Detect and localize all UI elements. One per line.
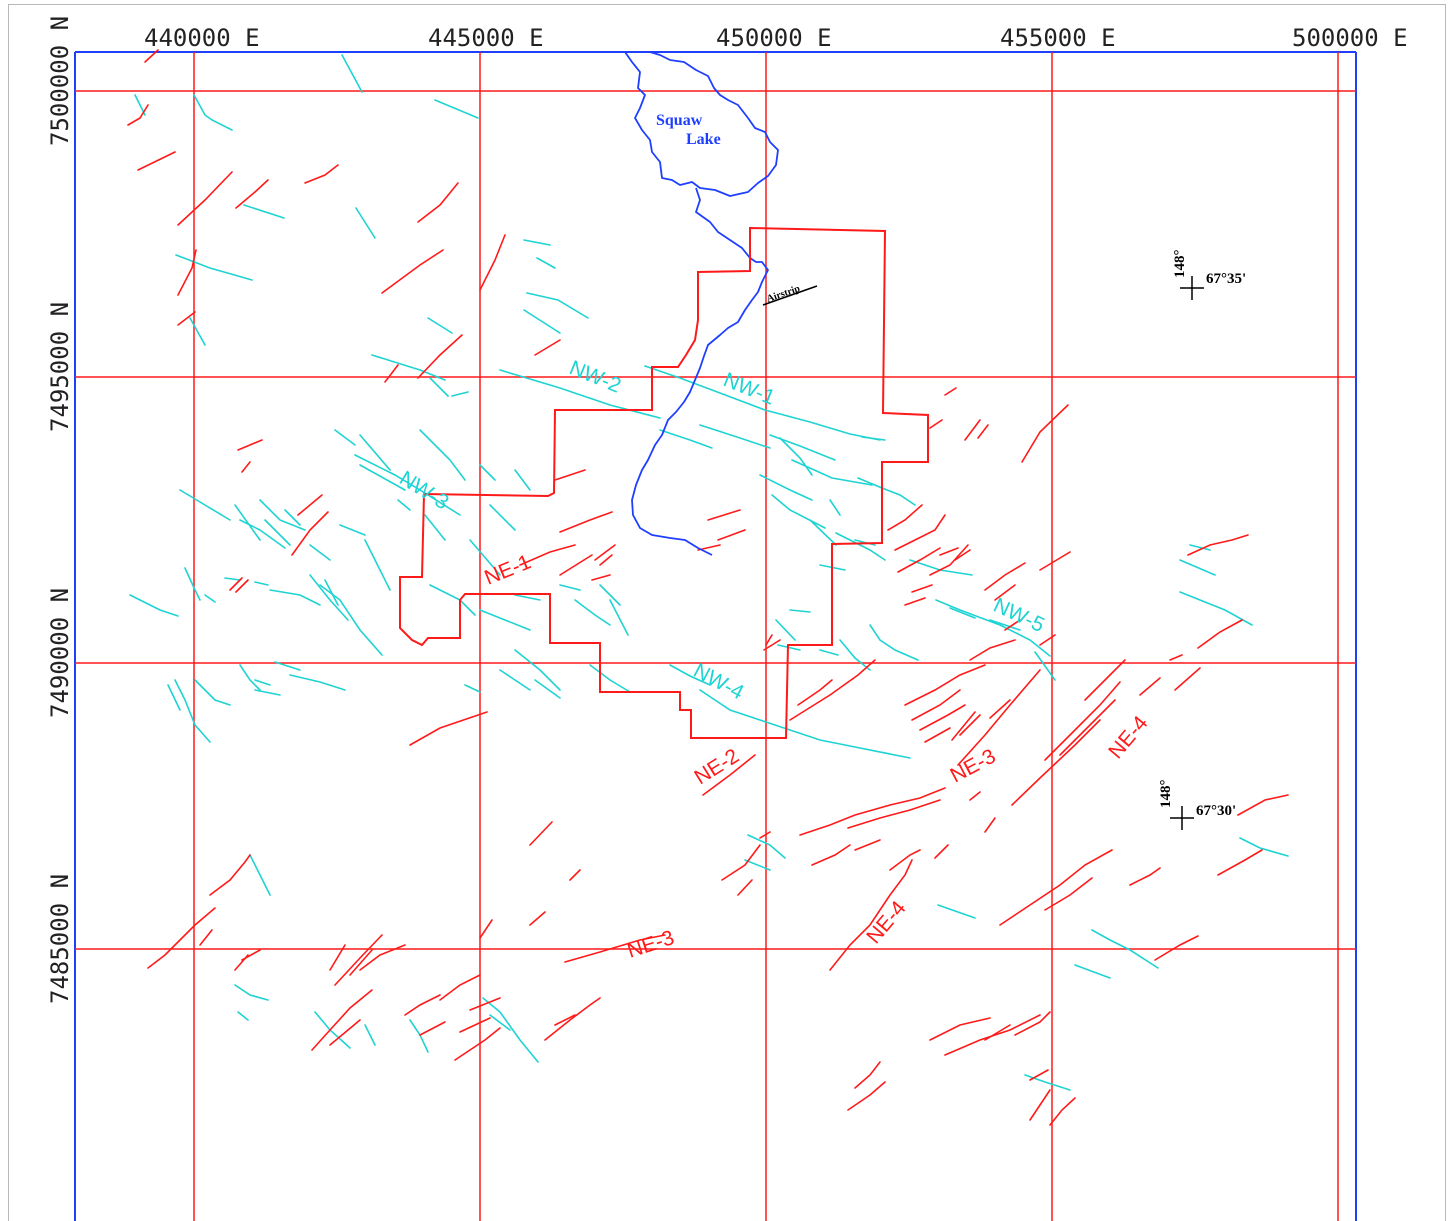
trend-label-nw2: NW-2 [566,356,624,397]
trend-label-ne3-north: NE-3 [947,745,1000,788]
easting-labels: 440000 E 445000 E 450000 E 455000 E 5000… [144,24,1408,52]
outlet-creek [631,187,769,556]
trend-label-nw4: NW-4 [690,659,748,704]
trend-label-nw5: NW-5 [990,594,1048,637]
graticule-latitude: 67°35' [1206,271,1246,287]
coordinate-grid [75,52,1356,1221]
trend-label-ne3-south: NE-3 [624,926,677,963]
trend-label-ne1: NE-1 [481,550,534,589]
page-border [8,4,1446,1221]
northing-label: 7485000 N [46,874,74,1004]
graticule-mark-67-30: 148° 67°30' [1158,780,1236,830]
airstrip-label: Airstrip [765,283,802,305]
easting-label: 440000 E [144,24,260,52]
trend-label-ne2: NE-2 [690,744,743,789]
easting-label: 455000 E [1000,24,1116,52]
northing-labels: 7500000 N 7495000 N 7490000 N 7485000 N [46,16,74,1004]
graticule-longitude: 148° [1158,780,1174,809]
easting-label: 445000 E [428,24,544,52]
lake-label-line1: Squaw [656,112,703,129]
northing-label: 7490000 N [46,588,74,718]
trend-labels: NW-1 NW-2 NW-3 NW-4 NW-5 NE-1 NE-2 NE-3 … [395,356,1152,962]
claim-boundary [399,226,929,739]
graticule-longitude: 148° [1172,250,1188,279]
trend-label-ne4-east: NE-4 [1104,712,1153,764]
easting-label: 450000 E [716,24,832,52]
graticule-latitude: 67°30' [1196,803,1236,819]
graticule-mark-67-35: 148° 67°35' [1172,250,1246,300]
northing-label: 7500000 N [46,16,74,146]
ne-lineaments [127,49,1289,1126]
trend-label-ne4-south: NE-4 [862,897,911,949]
map-frame [74,51,1357,1221]
nw-lineaments [129,54,1289,1091]
northing-label: 7495000 N [46,302,74,432]
lake-label-line2: Lake [686,131,721,148]
airstrip-line [762,285,818,306]
squaw-lake-outline [624,51,779,197]
easting-label: 500000 E [1292,24,1408,52]
